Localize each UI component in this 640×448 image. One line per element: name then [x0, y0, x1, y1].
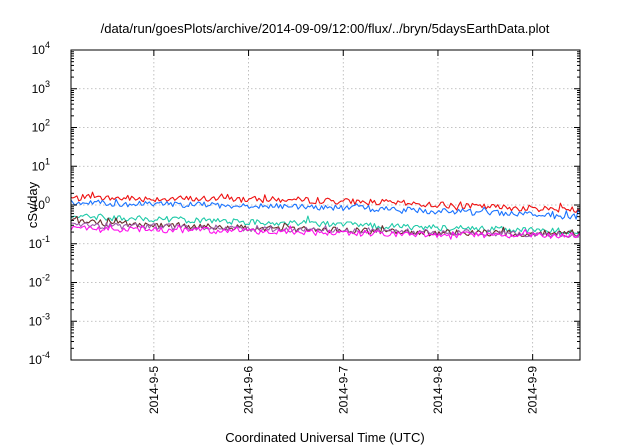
- y-tick-label: 10-3: [29, 311, 50, 328]
- y-tick-label: 101: [32, 156, 50, 173]
- x-tick-label: 2014-9-9: [526, 366, 540, 414]
- series-line-5: [70, 222, 581, 239]
- chart-title: /data/run/goesPlots/archive/2014-09-09/1…: [101, 21, 550, 36]
- series-line-4: [70, 215, 581, 238]
- y-tick-label: 10-2: [29, 273, 50, 290]
- y-tick-label: 102: [32, 118, 50, 135]
- series-line-2: [70, 198, 581, 220]
- grid: [71, 50, 580, 360]
- series-line-1: [70, 191, 581, 213]
- axis-ticks: [71, 49, 580, 361]
- series-line-3: [70, 213, 581, 235]
- y-tick-labels: 10-4 10-3 10-2 10-1 100 101 102 103 104: [29, 40, 50, 367]
- x-tick-label: 2014-9-8: [431, 366, 445, 414]
- x-axis-label: Coordinated Universal Time (UTC): [225, 430, 424, 445]
- series-line-6: [70, 224, 581, 240]
- series-layer: [70, 191, 581, 240]
- y-tick-label: 103: [32, 79, 50, 96]
- x-tick-label: 2014-9-5: [147, 366, 161, 414]
- x-tick-labels: 2014-9-5 2014-9-6 2014-9-7 2014-9-8 2014-9-9: [147, 366, 540, 414]
- y-tick-label: 10-4: [29, 350, 50, 367]
- y-tick-label: 100: [32, 195, 50, 212]
- x-tick-label: 2014-9-7: [336, 366, 350, 414]
- x-tick-label: 2014-9-6: [242, 366, 256, 414]
- y-axis-label: cSv/day: [25, 181, 40, 228]
- y-tick-label: 104: [32, 40, 50, 57]
- y-tick-label: 10-1: [29, 234, 50, 251]
